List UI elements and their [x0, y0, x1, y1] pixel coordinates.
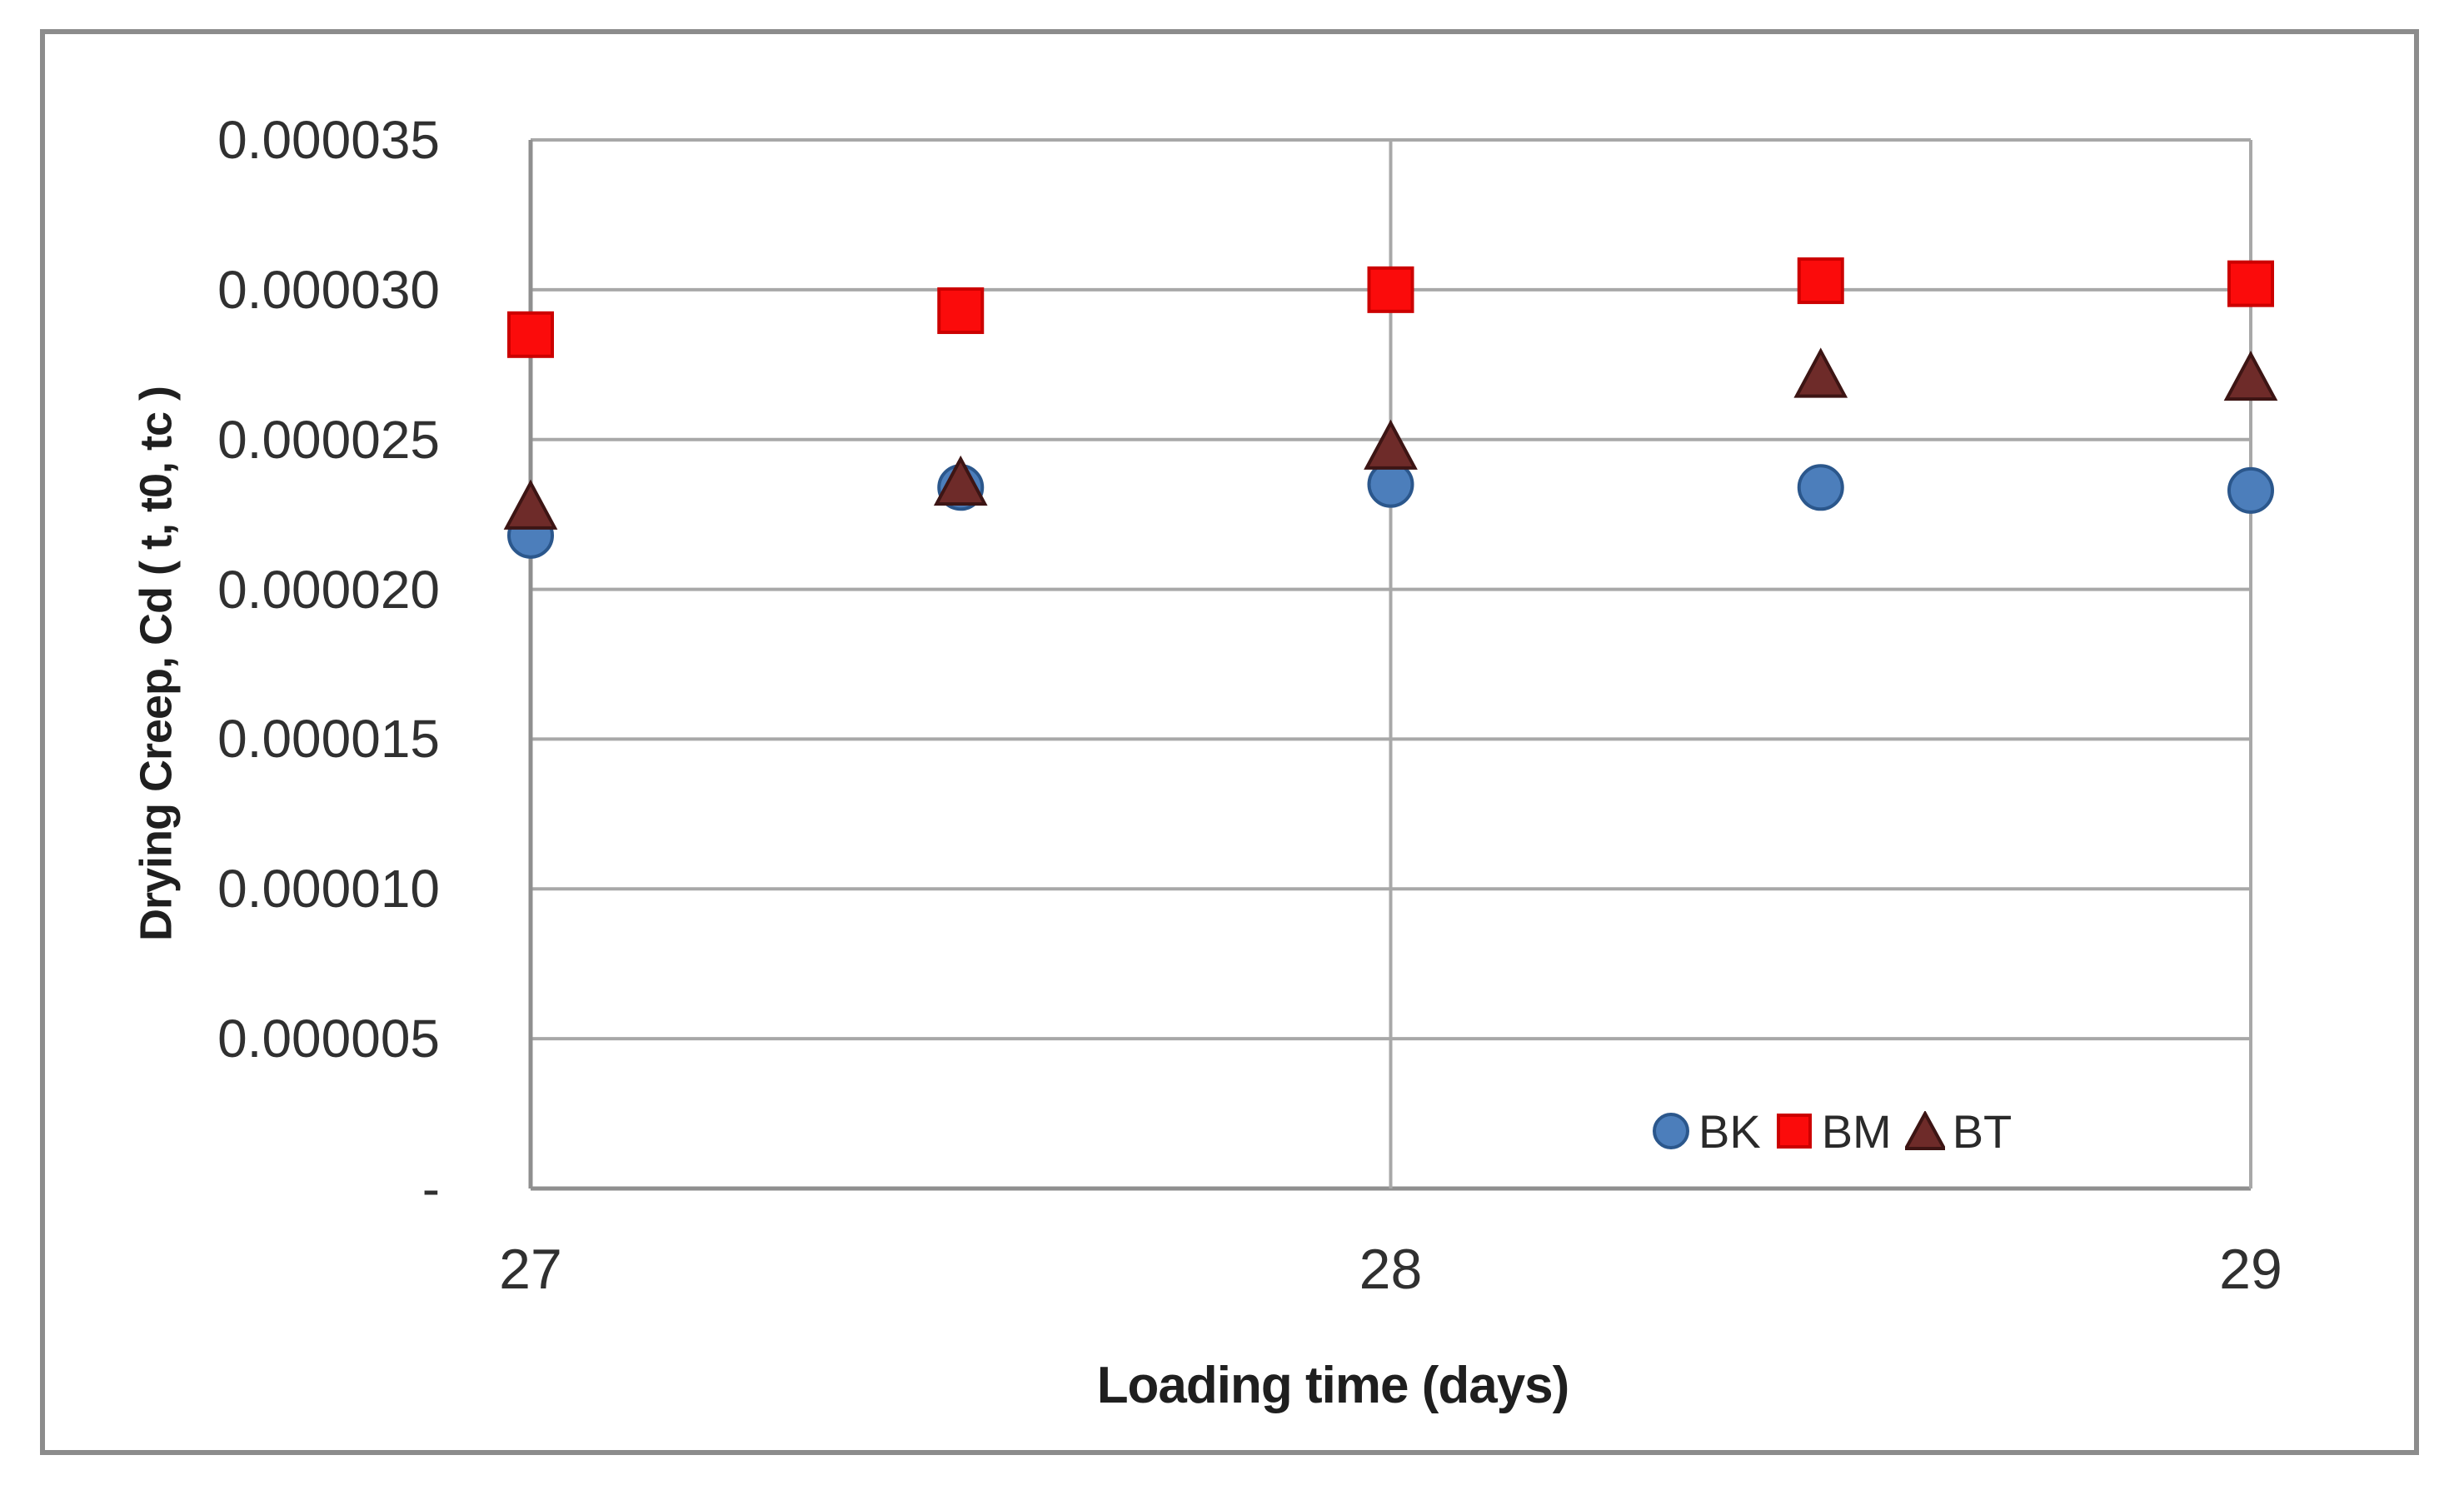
legend-marker-BM [1776, 1114, 1812, 1149]
legend-marker-circle-icon [1653, 1113, 1689, 1149]
x-axis-title: Loading time (days) [1096, 1357, 1570, 1414]
series-BT [503, 347, 2278, 530]
series-BK [507, 461, 2274, 559]
legend-marker-BK [1653, 1113, 1689, 1149]
legend-label-BK: BK [1698, 1104, 1761, 1158]
y-tick-label: 0.000035 [217, 110, 440, 170]
y-axis-title: Drying Creep, Cd ( t, t0, tc ) [131, 386, 182, 942]
chart-frame-border [40, 29, 2419, 1455]
data-point-BT-marker [1364, 419, 1418, 470]
y-tick-label: 0.000025 [217, 409, 440, 470]
data-point-BT-marker [933, 455, 988, 506]
data-point-BT-marker [2223, 350, 2278, 401]
x-tick-label: 27 [499, 1238, 562, 1301]
x-tick-label: 28 [1359, 1238, 1423, 1301]
x-tick-label: 29 [2219, 1238, 2282, 1301]
legend-label-BM: BM [1821, 1104, 1892, 1158]
y-tick-label: 0.000020 [217, 559, 440, 620]
data-point-BM-marker [507, 311, 554, 358]
data-point-BM-marker [1367, 266, 1414, 313]
y-tick-label: - [421, 1159, 440, 1218]
data-point-BK-marker [1797, 464, 1844, 511]
y-tick-label: 0.000005 [217, 1009, 440, 1069]
data-point-BK-marker [2227, 466, 2274, 514]
legend-item-BK: BK [1651, 1104, 1761, 1159]
data-point-BT-marker [503, 479, 558, 530]
y-tick-label: 0.000015 [217, 709, 440, 770]
legend-marker-triangle-icon [1904, 1111, 1945, 1150]
series-BM [507, 257, 2274, 358]
data-point-BT-marker [1793, 347, 1848, 398]
legend-label-BT: BT [1952, 1104, 2013, 1158]
legend-item-BM: BM [1774, 1104, 1892, 1159]
legend-marker-BT [1904, 1111, 1945, 1150]
data-point-BM-marker [2227, 260, 2274, 307]
legend: BK BM BT [1651, 1099, 2012, 1163]
legend-item-BT: BT [1904, 1104, 2013, 1159]
legend-marker-square-icon [1776, 1114, 1812, 1149]
y-tick-label: 0.000030 [217, 259, 440, 320]
y-tick-label: 0.000010 [217, 859, 440, 919]
data-point-BM-marker [937, 287, 985, 335]
data-point-BM-marker [1797, 257, 1844, 305]
